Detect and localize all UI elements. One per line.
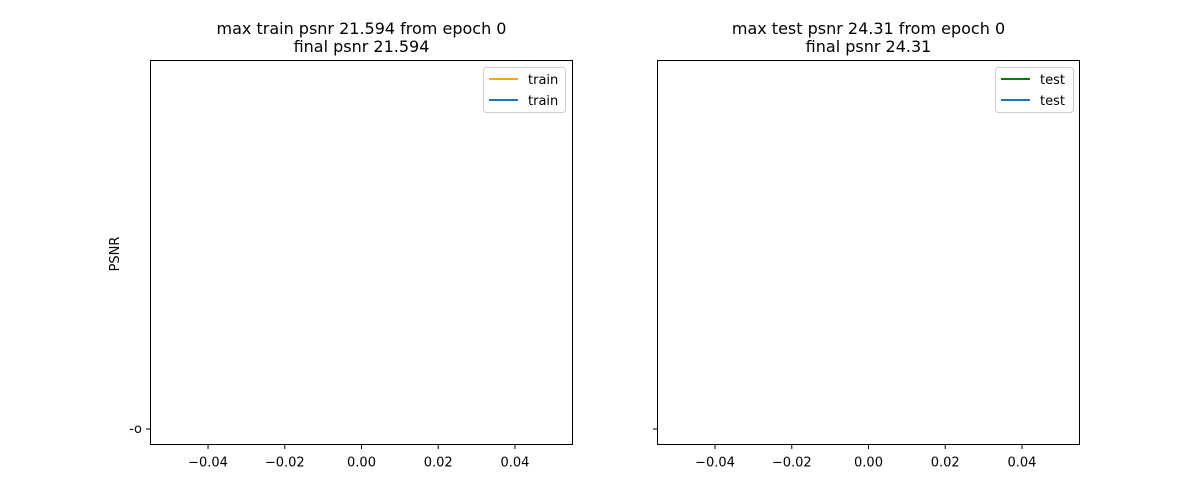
test-x-tick-label-1: −0.02 — [772, 456, 812, 471]
test-chart-title-line-1: max test psnr 24.31 from epoch 0 — [732, 19, 1005, 38]
test-plot-area — [657, 60, 1080, 445]
train-chart: max train psnr 21.594 from epoch 0 final… — [108, 19, 573, 471]
train-x-tick-label-2: 0.00 — [347, 456, 376, 471]
test-x-tick-label-4: 0.04 — [1007, 456, 1036, 471]
train-chart-title-line-1: max train psnr 21.594 from epoch 0 — [217, 19, 507, 38]
test-x-tick-label-2: 0.00 — [854, 456, 883, 471]
train-chart-title-line-2: final psnr 21.594 — [294, 37, 430, 56]
test-legend: test test — [995, 67, 1074, 113]
train-x-tick-label-3: 0.02 — [424, 456, 453, 471]
train-legend-label-1: train — [528, 94, 558, 109]
test-x-tick-label-0: −0.04 — [695, 456, 735, 471]
test-x-tick-label-3: 0.02 — [931, 456, 960, 471]
train-x-axis: −0.04 −0.02 0.00 0.02 0.04 — [188, 444, 529, 471]
test-x-axis: −0.04 −0.02 0.00 0.02 0.04 — [695, 444, 1036, 471]
test-legend-label-0: test — [1040, 73, 1065, 88]
test-legend-label-1: test — [1040, 94, 1065, 109]
train-plot-area — [150, 60, 573, 445]
train-y-axis-label: PSNR — [108, 237, 123, 272]
train-y-tick-label-0: -o — [129, 422, 142, 437]
train-x-tick-label-4: 0.04 — [500, 456, 529, 471]
train-y-axis: -o — [129, 422, 151, 437]
train-legend: train train — [483, 67, 566, 113]
train-legend-label-0: train — [528, 73, 558, 88]
train-x-tick-label-1: −0.02 — [265, 456, 305, 471]
train-x-tick-label-0: −0.04 — [188, 456, 228, 471]
test-chart-title-line-2: final psnr 24.31 — [806, 37, 932, 56]
test-chart: max test psnr 24.31 from epoch 0 final p… — [653, 19, 1080, 471]
